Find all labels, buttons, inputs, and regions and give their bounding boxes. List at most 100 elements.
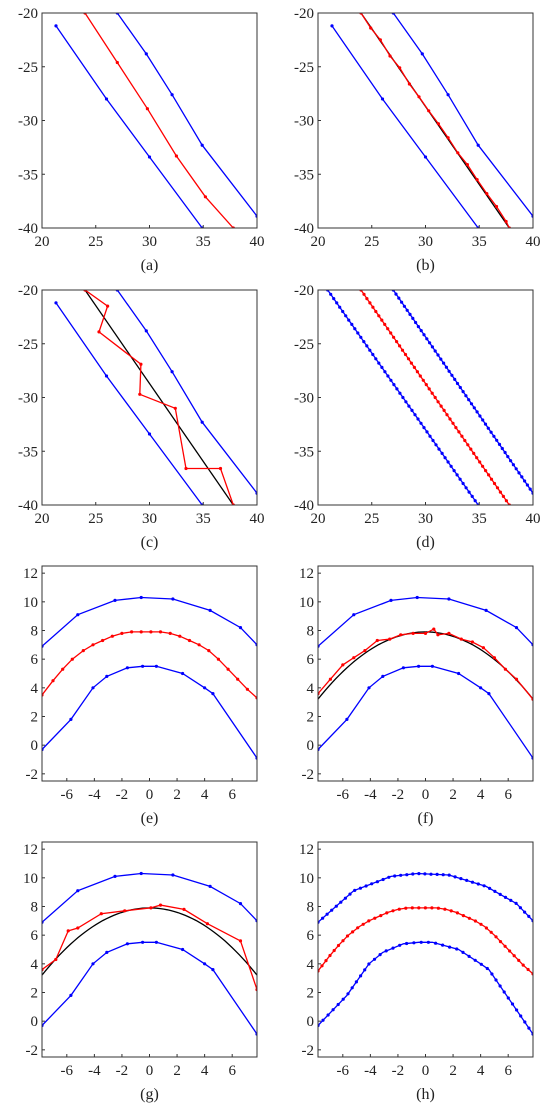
data-point bbox=[200, 420, 204, 424]
data-point bbox=[479, 922, 483, 926]
data-point bbox=[203, 195, 207, 199]
data-point bbox=[332, 297, 336, 301]
series-line-1 bbox=[318, 631, 533, 700]
data-point bbox=[361, 922, 365, 926]
data-point bbox=[504, 219, 508, 224]
data-point bbox=[485, 192, 489, 196]
data-point bbox=[173, 406, 177, 410]
data-point bbox=[341, 997, 345, 1001]
data-point bbox=[428, 434, 432, 438]
data-point bbox=[479, 686, 483, 690]
series-line-0 bbox=[55, 302, 203, 505]
data-point bbox=[457, 671, 461, 676]
data-point bbox=[472, 406, 476, 410]
data-point bbox=[238, 902, 243, 906]
data-point bbox=[380, 318, 384, 322]
data-point bbox=[171, 597, 175, 601]
plot-area bbox=[330, 13, 533, 228]
x-tick-label: 30 bbox=[418, 511, 433, 527]
data-point bbox=[350, 322, 354, 326]
data-point bbox=[330, 908, 334, 912]
data-point bbox=[450, 373, 454, 377]
data-point bbox=[101, 638, 105, 643]
y-tick-label: -2 bbox=[26, 1043, 39, 1059]
data-point bbox=[433, 395, 437, 400]
data-point bbox=[369, 26, 373, 30]
data-point bbox=[154, 664, 158, 668]
data-point bbox=[200, 143, 204, 147]
data-point bbox=[511, 463, 515, 467]
data-point bbox=[423, 631, 428, 636]
series-line-3 bbox=[318, 665, 533, 759]
y-tick-label: -40 bbox=[18, 498, 38, 514]
x-tick-label: 35 bbox=[196, 511, 211, 527]
data-point bbox=[475, 456, 479, 460]
data-point bbox=[147, 432, 152, 436]
data-point bbox=[399, 873, 403, 877]
data-point bbox=[461, 481, 465, 486]
y-tick-label: 6 bbox=[307, 652, 315, 668]
y-tick-label: -25 bbox=[18, 60, 38, 76]
data-point bbox=[362, 340, 366, 344]
x-tick-label: 0 bbox=[422, 1063, 430, 1079]
data-point bbox=[61, 667, 65, 671]
data-point bbox=[69, 717, 73, 722]
data-point bbox=[197, 643, 201, 647]
x-tick-label: 20 bbox=[35, 511, 50, 527]
data-point bbox=[91, 962, 95, 966]
data-point bbox=[463, 438, 467, 443]
data-point bbox=[475, 410, 479, 414]
data-point bbox=[489, 930, 493, 934]
plot-area bbox=[318, 872, 533, 1036]
plot-area bbox=[326, 290, 533, 505]
x-tick-label: -2 bbox=[392, 1063, 405, 1079]
data-point bbox=[503, 895, 508, 900]
y-tick-label: 8 bbox=[31, 624, 39, 640]
data-point bbox=[54, 957, 58, 962]
data-point bbox=[446, 136, 450, 140]
data-point bbox=[446, 93, 450, 97]
data-point bbox=[417, 95, 421, 99]
x-tick-label: -2 bbox=[116, 1063, 129, 1079]
series-line-3 bbox=[42, 941, 257, 1035]
panel-e: -6 -4 -2 0 2 4 6 12 10 8 6 4 2 0 -2 (e) bbox=[23, 565, 258, 827]
data-point bbox=[359, 974, 363, 978]
data-point bbox=[525, 483, 530, 487]
data-point bbox=[446, 460, 450, 464]
data-point bbox=[367, 919, 371, 923]
data-point bbox=[345, 934, 350, 938]
data-point bbox=[139, 871, 143, 876]
y-tick-label: 2 bbox=[307, 986, 315, 1002]
data-point bbox=[395, 387, 399, 391]
data-point bbox=[402, 304, 406, 308]
data-point bbox=[158, 903, 163, 907]
data-point bbox=[147, 155, 152, 159]
y-tick-label: -2 bbox=[302, 767, 315, 783]
data-point bbox=[330, 24, 334, 28]
data-point bbox=[493, 889, 497, 894]
y-tick-label: 8 bbox=[307, 900, 315, 916]
data-point bbox=[389, 331, 393, 335]
series-line-0 bbox=[318, 596, 533, 647]
data-point bbox=[483, 422, 488, 426]
data-point bbox=[433, 349, 437, 353]
data-point bbox=[378, 38, 382, 42]
data-point bbox=[447, 631, 451, 636]
data-point bbox=[498, 892, 502, 897]
data-point bbox=[321, 1018, 325, 1022]
x-tick-label: 25 bbox=[364, 511, 379, 527]
data-point bbox=[469, 402, 474, 406]
y-tick-label: 4 bbox=[307, 681, 315, 697]
data-point bbox=[526, 967, 530, 972]
series-line-2 bbox=[42, 904, 257, 990]
data-point bbox=[514, 626, 519, 630]
data-point bbox=[184, 466, 188, 471]
data-point bbox=[125, 666, 129, 670]
data-point bbox=[168, 631, 172, 636]
data-point bbox=[470, 494, 474, 498]
data-point bbox=[442, 361, 446, 365]
x-tick-label: 4 bbox=[477, 787, 485, 803]
data-point bbox=[449, 464, 453, 468]
data-point bbox=[364, 884, 368, 888]
data-point bbox=[91, 643, 95, 647]
